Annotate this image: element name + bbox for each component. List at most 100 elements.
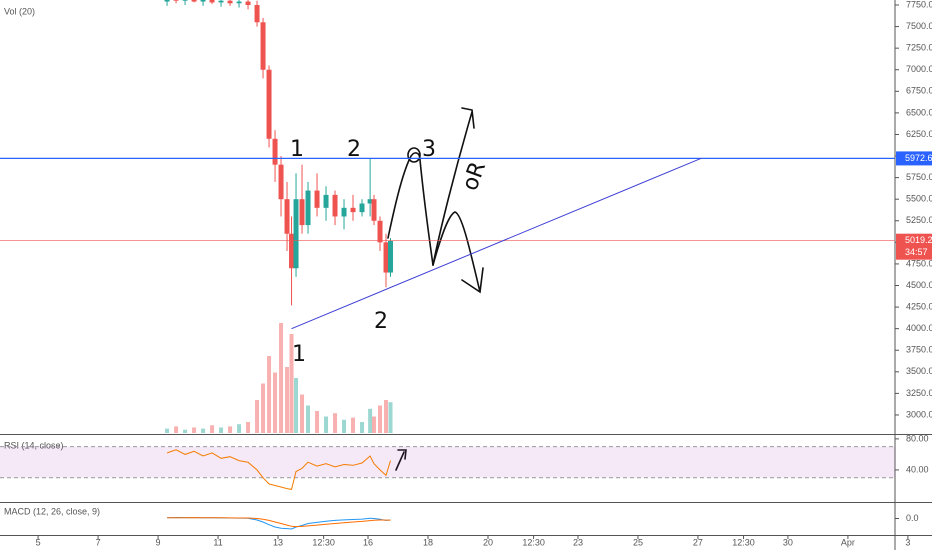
- candle-body: [236, 1, 242, 4]
- macd-tick-label: 0.0: [906, 513, 919, 523]
- candle-body: [260, 22, 266, 70]
- x-tick-label: 5: [36, 537, 41, 547]
- candle-body: [254, 5, 260, 23]
- x-tick-label: 30: [783, 537, 793, 547]
- x-tick-label: 23: [573, 537, 583, 547]
- x-tick-label: 9: [156, 537, 161, 547]
- volume-bar: [237, 424, 242, 433]
- candle-body: [367, 199, 373, 204]
- volume-label: Vol (20): [4, 6, 35, 16]
- x-tick-label: 13: [273, 537, 283, 547]
- candle-body: [289, 233, 295, 269]
- x-tick-label: 27: [693, 537, 703, 547]
- main-pane: [164, 0, 394, 433]
- volume-bar: [228, 426, 233, 433]
- candle-body: [323, 194, 329, 208]
- candle-body: [377, 220, 383, 243]
- rsi-band: [0, 446, 895, 478]
- volume-bar: [360, 422, 365, 433]
- y-tick-label: 4250.0: [906, 301, 932, 311]
- candle-body: [314, 190, 320, 208]
- freehand-arrow: [395, 449, 407, 471]
- candle-body: [272, 138, 278, 165]
- candle-body: [218, 0, 224, 3]
- x-tick-label: 11: [213, 537, 222, 547]
- y-tick-label: 6250.0: [906, 129, 932, 139]
- y-tick-label: 7250.0: [906, 43, 932, 53]
- macd-label: MACD (12, 26, close, 9): [4, 506, 100, 516]
- y-tick-label: 3500.0: [906, 366, 932, 376]
- y-tick-label: 6500.0: [906, 107, 932, 117]
- volume-bar: [267, 356, 272, 433]
- rsi-tick-label: 40.00: [906, 464, 929, 474]
- freehand-circle: [407, 147, 421, 163]
- candle-body: [383, 242, 389, 273]
- price-tag: [896, 233, 932, 260]
- volume-bar: [324, 416, 329, 433]
- y-tick-label: 4500.0: [906, 280, 932, 290]
- candle-body: [388, 240, 394, 273]
- candle-body: [164, 0, 170, 2]
- x-tick-label: 3: [905, 537, 910, 547]
- volume-bar: [378, 405, 383, 433]
- price-tag-label: 5972.6: [905, 153, 932, 163]
- candle-body: [209, 0, 215, 3]
- volume-bar: [255, 400, 260, 433]
- signal-line: [167, 517, 391, 528]
- x-tick-label: 12:30: [312, 537, 335, 547]
- x-tick-label: Apr: [841, 537, 855, 547]
- y-tick-label: 3750.0: [906, 345, 932, 355]
- candle-body: [266, 69, 272, 139]
- price-tag: [896, 151, 932, 166]
- candle-body: [227, 0, 233, 4]
- countdown-label: 34:57: [905, 247, 928, 257]
- freehand-drawing: [387, 107, 484, 471]
- freehand-arrow: [387, 152, 434, 266]
- volume-bar: [372, 416, 377, 433]
- candle-body: [278, 164, 284, 200]
- volume-bar: [300, 394, 305, 433]
- volume-bar: [306, 405, 311, 433]
- y-tick-label: 4750.0: [906, 258, 932, 268]
- y-tick-label: 5250.0: [906, 215, 932, 225]
- rsi-tick-label: 80.00: [906, 433, 929, 443]
- price-tag-label: 5019.2: [905, 235, 932, 245]
- candle-body: [191, 0, 197, 2]
- annotation: 2: [374, 309, 388, 334]
- candle-body: [305, 190, 311, 226]
- candle-body: [173, 0, 179, 1]
- volume-bar: [210, 425, 215, 433]
- y-tick-label: 7500.0: [906, 21, 932, 31]
- volume-bar: [289, 334, 294, 433]
- volume-bar: [342, 419, 347, 433]
- volume-bar: [384, 400, 389, 433]
- y-tick-label: 5750.0: [906, 172, 932, 182]
- volume-bar: [279, 323, 284, 433]
- x-tick-label: 18: [423, 537, 433, 547]
- x-tick-label: 12:30: [522, 537, 545, 547]
- candle-body: [182, 0, 188, 1]
- y-tick-label: 4000.0: [906, 323, 932, 333]
- annotation: 3: [422, 137, 436, 162]
- volume-bar: [273, 372, 278, 433]
- volume-bar: [294, 378, 299, 433]
- y-tick-label: 6750.0: [906, 86, 932, 96]
- y-tick-label: 7000.0: [906, 64, 932, 74]
- volume-bar: [388, 402, 393, 433]
- trend-line: [291, 157, 702, 330]
- x-tick-label: 25: [633, 537, 643, 547]
- y-tick-label: 5500.0: [906, 194, 932, 204]
- candle-body: [350, 207, 356, 213]
- rsi-label: RSI (14, close): [4, 440, 64, 450]
- candle-body: [341, 207, 347, 217]
- y-tick-label: 3000.0: [906, 409, 932, 419]
- volume-bar: [333, 413, 338, 433]
- volume-bar: [315, 411, 320, 433]
- volume-bar: [219, 427, 224, 433]
- volume-bar: [246, 422, 251, 433]
- volume-bar: [201, 428, 206, 433]
- y-tick-label: 7750.0: [906, 0, 932, 9]
- volume-bar: [165, 428, 170, 433]
